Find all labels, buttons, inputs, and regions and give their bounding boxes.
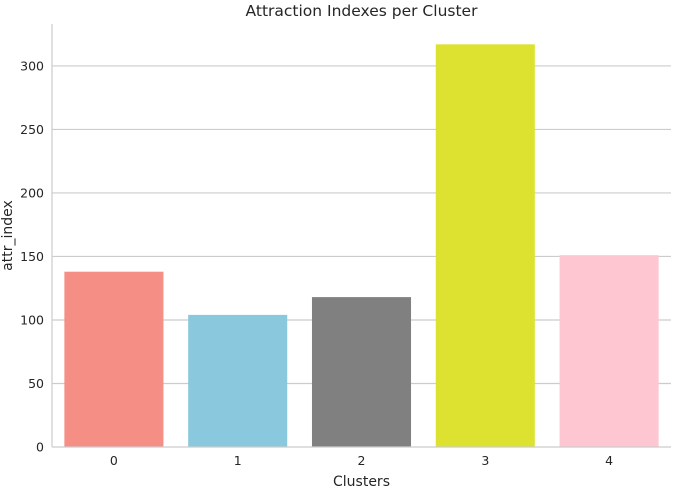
y-tick-label: 100 [20,312,44,327]
x-tick-label: 3 [481,453,489,468]
y-tick-label: 250 [20,122,44,137]
chart-title: Attraction Indexes per Cluster [246,2,479,20]
y-tick-label: 50 [28,376,44,391]
x-tick-label: 2 [358,453,366,468]
bar-cluster-4 [559,255,659,447]
bar-cluster-1 [188,314,288,447]
x-axis-label: Clusters [333,474,390,490]
bar-cluster-2 [311,297,412,447]
bars [64,44,659,447]
y-axis-label: attr_index [0,200,16,271]
y-tick-label: 0 [36,440,44,455]
x-tick-label: 0 [110,453,118,468]
x-tick-label: 4 [605,453,613,468]
y-tick-labels: 0 50 100 150 200 250 300 [20,58,44,454]
x-tick-label: 1 [234,453,242,468]
bar-cluster-0 [64,271,164,447]
y-tick-label: 200 [20,185,44,200]
y-tick-label: 150 [20,249,44,264]
bar-cluster-3 [435,44,535,447]
y-tick-label: 300 [20,58,44,73]
x-tick-labels: 0 1 2 3 4 [110,453,613,468]
